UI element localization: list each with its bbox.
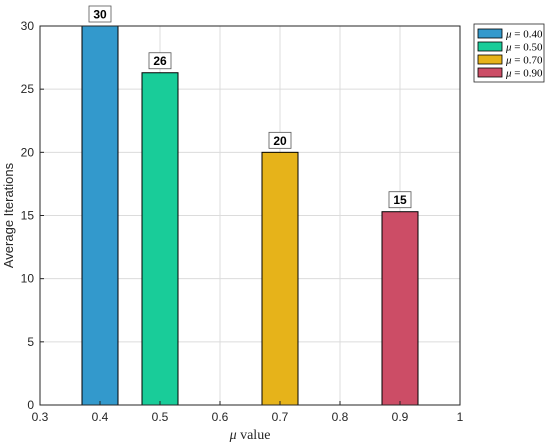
x-tick-label: 0.4 <box>92 410 109 424</box>
y-tick-label: 10 <box>21 272 35 286</box>
data-label: 15 <box>393 193 407 207</box>
legend-symbol: μ <box>505 68 512 80</box>
data-label-box <box>148 52 172 70</box>
bar <box>381 211 419 406</box>
y-tick-label: 25 <box>21 82 35 96</box>
x-tick-label: 0.7 <box>272 410 289 424</box>
x-tick-label: 0.9 <box>392 410 409 424</box>
data-label: 20 <box>273 134 287 148</box>
x-tick-label: 1 <box>457 410 464 424</box>
bar <box>141 72 179 406</box>
legend-swatch <box>477 41 503 52</box>
legend-label: μ = 0.70 <box>505 55 543 67</box>
legend-symbol: μ <box>505 42 512 54</box>
data-label: 30 <box>93 8 107 22</box>
legend-label: μ = 0.40 <box>505 29 543 41</box>
legend-value: = 0.40 <box>512 29 543 41</box>
bar <box>261 151 299 406</box>
data-label: 26 <box>153 54 167 68</box>
legend-symbol: μ <box>505 29 512 41</box>
legend-swatch <box>477 67 503 78</box>
legend-label: μ = 0.90 <box>505 68 543 80</box>
y-tick-label: 0 <box>27 398 34 412</box>
x-tick-label: 0.5 <box>152 410 169 424</box>
data-label-box <box>268 131 292 149</box>
legend-swatch <box>477 28 503 39</box>
x-axis-symbol: μ <box>229 428 237 443</box>
x-axis-title: μ value <box>229 428 271 443</box>
y-tick-label: 5 <box>27 335 34 349</box>
y-tick-label: 15 <box>21 209 35 223</box>
legend-value: = 0.90 <box>512 68 543 80</box>
legend-label: μ = 0.50 <box>505 42 543 54</box>
x-tick-label: 0.3 <box>32 410 49 424</box>
legend-value: = 0.50 <box>512 42 543 54</box>
y-tick-label: 30 <box>21 19 35 33</box>
x-axis-label: value <box>237 428 271 443</box>
legend-symbol: μ <box>505 55 512 67</box>
legend-swatch <box>477 54 503 65</box>
x-tick-label: 0.6 <box>212 410 229 424</box>
x-tick-label: 0.8 <box>332 410 349 424</box>
data-label-box <box>388 191 412 209</box>
data-label-box <box>88 5 112 23</box>
bar <box>81 25 119 406</box>
y-axis-title: Average Iterations <box>1 162 16 268</box>
legend-value: = 0.70 <box>512 55 543 67</box>
y-tick-label: 20 <box>21 145 35 159</box>
